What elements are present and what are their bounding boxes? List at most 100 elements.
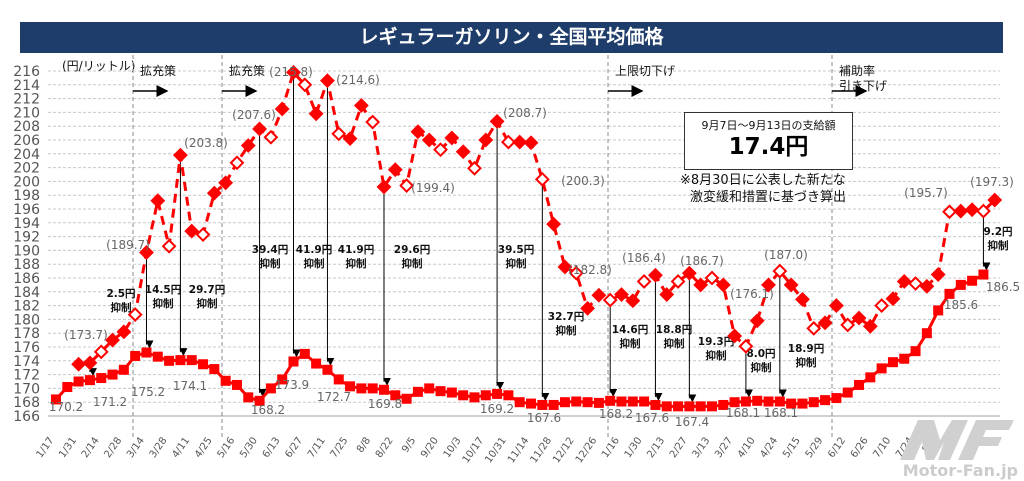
reduction-label: 抑制 [346,257,367,270]
reduction-label: 抑制 [506,257,527,270]
x-tick-label: 8/8 [355,435,373,454]
actual-price-marker [639,396,650,407]
x-tick-label: 4/24 [758,435,780,460]
uncapped-price-callout: (195.7) [904,186,948,200]
actual-price-marker [514,397,525,408]
phase-label: 拡充策 [140,63,176,78]
actual-price-marker [62,382,73,393]
actual-price-marker [265,383,276,394]
uncapped-price-marker [681,265,697,281]
chart-title: レギュラーガソリン・全国平均価格 [20,22,1003,53]
reduction-label: 8.0円 [746,348,775,360]
reduction-label: 抑制 [664,337,685,350]
x-tick-label: 12/26 [574,435,600,465]
x-tick-label: 1/31 [57,435,79,460]
price-callout: 186.5 [986,280,1020,294]
watermark-site: Motor-Fan.jp [902,461,1018,480]
price-callout: 168.1 [726,406,760,420]
price-callout: 175.2 [131,385,165,399]
uncapped-price-marker [602,292,618,308]
x-tick-label: 2/27 [668,435,690,460]
y-tick-label: 176 [13,340,40,356]
actual-price-marker [378,384,389,395]
actual-price-marker [571,396,582,407]
actual-price-marker [752,395,763,406]
x-tick-label: 9/20 [419,435,441,460]
uncapped-price-marker [263,129,279,145]
x-tick-label: 7/10 [871,435,893,460]
actual-price-marker [118,364,129,375]
uncapped-price-marker [783,277,799,293]
actual-price-marker [661,401,672,412]
uncapped-price-marker [840,317,856,333]
phase-label: 上限切下げ [615,64,675,78]
uncapped-price-marker [795,291,810,307]
watermark-logo-m-shape [900,420,968,460]
price-callout: 168.2 [251,403,285,417]
uncapped-price-marker [93,344,109,360]
uncapped-price-marker [410,124,426,140]
actual-price-marker [503,390,514,401]
y-tick-label: 184 [13,285,40,301]
price-callout: 168.1 [764,406,798,420]
uncapped-price-marker [919,278,935,294]
reduction-label: 18.8円 [656,324,692,336]
x-tick-label: 6/27 [283,435,305,460]
uncapped-price-callout: (189.7) [106,238,150,252]
actual-price-marker [967,275,978,286]
x-tick-label: 2/28 [102,435,124,460]
uncapped-price-marker [116,324,132,340]
x-tick-label: 5/30 [238,435,260,460]
reduction-label: 39.4円 [252,244,288,256]
x-tick-label: 5/15 [781,435,803,460]
uncapped-price-marker [218,175,234,191]
uncapped-price-marker [828,298,844,314]
actual-price-marker [740,396,751,407]
actual-price-marker [288,356,299,367]
uncapped-price-marker [546,216,562,232]
uncapped-price-marker [71,356,87,372]
uncapped-price-marker [82,355,98,371]
uncapped-price-marker [229,155,245,171]
uncapped-price-marker [376,179,392,195]
uncapped-price-marker [512,134,528,150]
x-tick-label: 7/11 [306,435,328,460]
actual-price-marker [627,396,638,407]
y-axis-unit: (円/リットル) [62,59,135,73]
y-tick-label: 206 [13,133,40,149]
reduction-label: 抑制 [988,239,1009,252]
actual-price-marker [582,397,593,408]
uncapped-price-marker [387,162,403,178]
actual-price-marker [899,353,910,364]
x-tick-label: 11/14 [506,435,532,465]
actual-price-marker [152,351,163,362]
uncapped-price-marker [172,147,188,163]
uncapped-price-callout: (199.4) [411,181,455,195]
x-tick-label: 5/29 [804,435,826,460]
actual-price-marker [808,397,819,408]
watermark-logo-f-shape [958,420,1014,460]
y-tick-label: 170 [13,381,40,397]
uncapped-price-marker [534,171,550,187]
x-tick-label: 2/13 [645,435,667,460]
uncapped-price-marker [727,328,743,344]
uncapped-price-marker [614,287,629,302]
uncapped-price-marker [500,134,516,150]
actual-price-marker [175,355,186,366]
x-tick-label: 9/5 [400,435,418,454]
uncapped-price-marker [874,298,890,314]
actual-price-marker [763,396,774,407]
y-tick-label: 194 [13,216,40,232]
actual-price-marker [593,397,604,408]
actual-price-marker [548,399,559,410]
uncapped-price-marker [127,307,143,322]
uncapped-price-marker [184,223,200,239]
y-tick-label: 202 [13,161,40,177]
uncapped-price-marker [274,101,290,117]
uncapped-price-callout: (215.8) [269,65,313,79]
actual-price-marker [311,358,322,369]
y-tick-label: 178 [13,326,40,342]
uncapped-price-marker [580,300,595,316]
actual-price-marker [797,398,808,409]
reduction-label: 14.6円 [612,324,648,336]
